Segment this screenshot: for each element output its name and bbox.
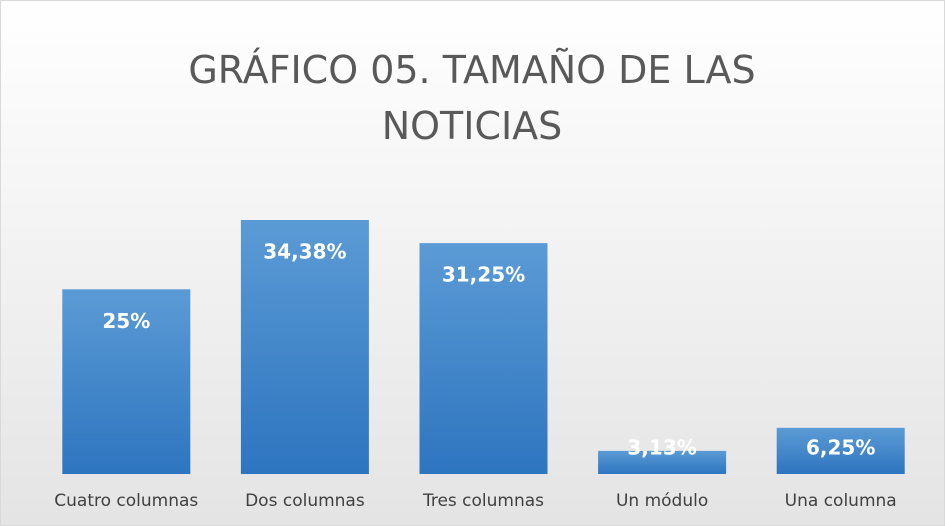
- data-label: 6,25%: [806, 436, 875, 460]
- bar: [240, 220, 369, 474]
- x-tick-label: Un módulo: [616, 491, 708, 511]
- x-tick-label: Tres columnas: [422, 491, 544, 511]
- data-label: 3,13%: [627, 436, 696, 460]
- data-label: 31,25%: [442, 263, 525, 287]
- data-label: 34,38%: [263, 240, 346, 264]
- bar: [419, 243, 548, 474]
- bar: [62, 289, 191, 474]
- x-tick-label: Una columna: [785, 491, 897, 511]
- x-tick-label: Dos columnas: [245, 491, 365, 511]
- bar: [598, 450, 727, 474]
- data-label: 25%: [102, 309, 150, 333]
- x-tick-label: Cuatro columnas: [54, 491, 198, 511]
- bar: [776, 427, 905, 474]
- chart-title: GRÁFICO 05. TAMAÑO DE LAS NOTICIAS: [188, 48, 756, 148]
